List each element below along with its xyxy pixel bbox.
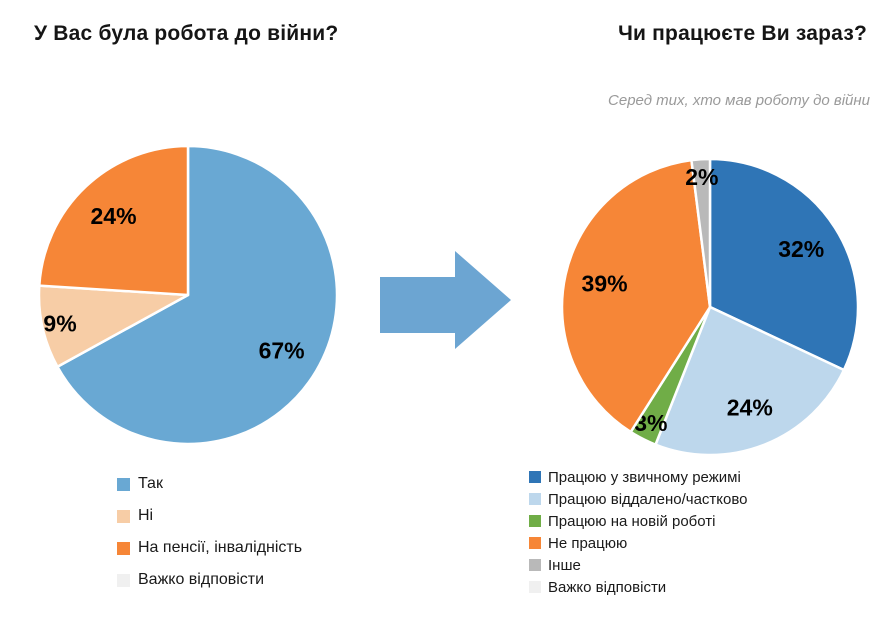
- pie-slice: [37, 284, 190, 369]
- slice-value-label: 67%: [259, 337, 305, 363]
- legend-color-swatch: [117, 541, 130, 555]
- legend-item: Так: [117, 468, 302, 500]
- slice-value-label: 9%: [43, 311, 76, 337]
- pie-slice: [690, 157, 712, 309]
- right-chart-subtitle: Серед тих, хто мав роботу до війни: [608, 92, 870, 109]
- left-legend: Так Ні На пенсії, інвалідність Важко відпов…: [117, 468, 302, 596]
- legend-item: Інше: [529, 554, 748, 576]
- legend-color-swatch: [529, 581, 541, 593]
- legend-item-label: Важко відповісти: [138, 571, 265, 588]
- legend-color-swatch: [529, 537, 541, 549]
- slice-value-label: 32%: [778, 236, 824, 262]
- legend-color-swatch: [529, 493, 541, 505]
- legend-item: Працюю віддалено/частково: [529, 488, 748, 510]
- right-arrow-shape: [380, 251, 511, 349]
- legend-item-label: Так: [138, 475, 163, 492]
- slice-value-label: 24%: [727, 395, 773, 421]
- slice-value-label: 39%: [582, 270, 628, 296]
- legend-item: На пенсії, інвалідність: [117, 532, 302, 564]
- pie-slice: [654, 305, 846, 457]
- legend-item: Не працюю: [529, 532, 748, 554]
- right-pie-chart: 32%24%3%39%2%: [560, 157, 860, 457]
- left-pie-chart: 67% 9% 24%: [37, 144, 339, 446]
- right-arrow-icon: [380, 251, 511, 349]
- pie-slice: [38, 144, 190, 297]
- legend-item-label: Не працюю: [548, 534, 628, 552]
- pie-slice: [560, 158, 712, 434]
- legend-color-swatch: [529, 471, 541, 483]
- legend-item-label: Працюю у звичному режимі: [548, 468, 741, 486]
- legend-item: Важко відповісти: [117, 564, 302, 596]
- legend-color-swatch: [529, 559, 541, 571]
- pie-slice: [708, 157, 860, 372]
- legend-item-label: Інше: [548, 556, 581, 574]
- legend-item: Важко відповісти: [529, 576, 748, 598]
- legend-item: Працюю на новій роботі: [529, 510, 748, 532]
- legend-item: Працюю у звичному режимі: [529, 466, 748, 488]
- pie-slice: [56, 144, 339, 446]
- slice-value-label: 24%: [91, 203, 137, 229]
- legend-color-swatch: [117, 573, 130, 587]
- legend-color-swatch: [529, 515, 541, 527]
- right-legend: Працюю у звичному режимі Працюю віддалено…: [529, 466, 748, 598]
- legend-item-label: Працюю віддалено/частково: [548, 490, 748, 508]
- slice-value-label: 2%: [685, 164, 718, 190]
- legend-color-swatch: [117, 509, 130, 523]
- legend-item-label: На пенсії, інвалідність: [138, 539, 303, 556]
- left-chart-title: У Вас була робота до війни?: [34, 22, 339, 45]
- legend-item-label: Працюю на новій роботі: [548, 512, 716, 530]
- legend-item-label: Важко відповісти: [548, 578, 667, 596]
- legend-item-label: Ні: [138, 507, 154, 524]
- right-chart-title: Чи працюєте Ви зараз?: [618, 22, 867, 45]
- legend-color-swatch: [117, 477, 130, 491]
- legend-item: Ні: [117, 500, 302, 532]
